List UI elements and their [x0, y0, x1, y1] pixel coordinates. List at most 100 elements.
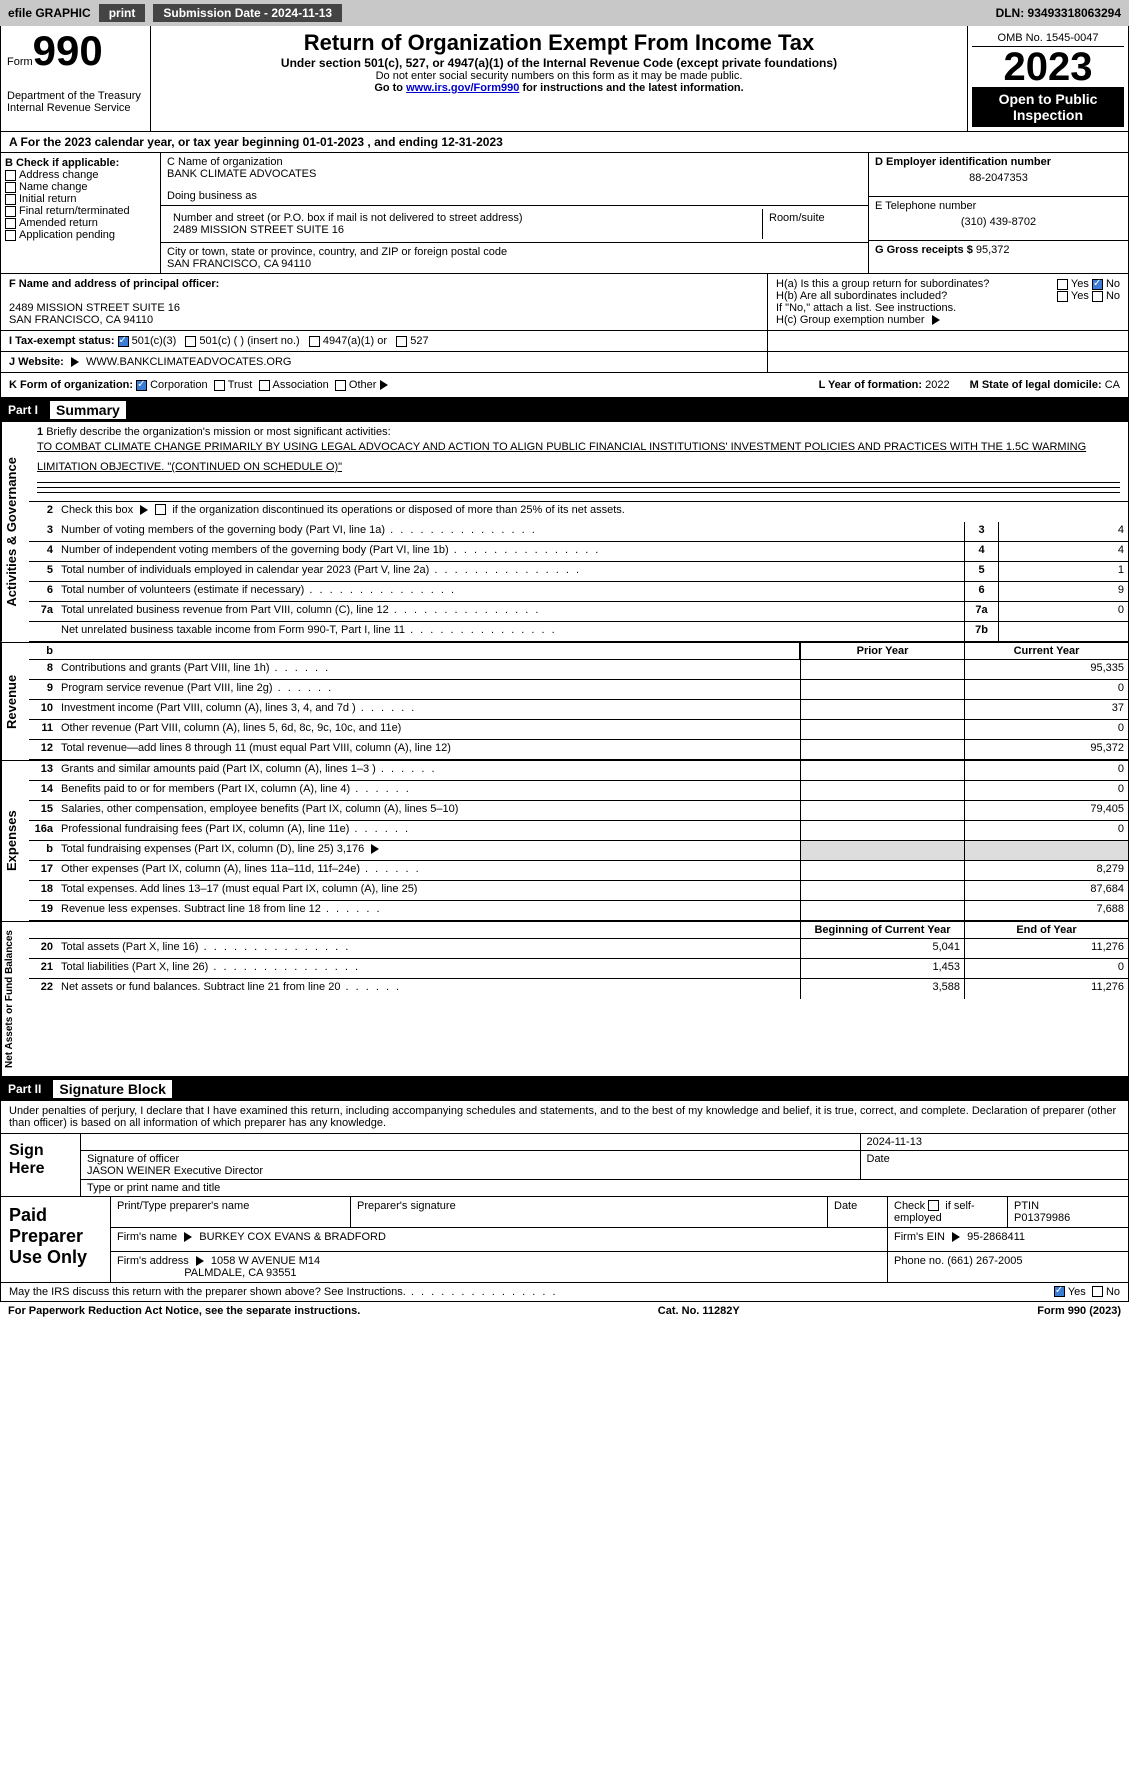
irs-link[interactable]: www.irs.gov/Form990: [406, 82, 519, 94]
opt-amended-return: Amended return: [19, 217, 98, 229]
opt-address-change: Address change: [19, 169, 99, 181]
sig-date-label: Date: [861, 1151, 1129, 1179]
sig-date: 2024-11-13: [861, 1134, 1129, 1150]
hb-no-checkbox[interactable]: [1092, 291, 1103, 302]
tax-year-end: 12-31-2023: [441, 135, 502, 149]
column-b: B Check if applicable: Address change Na…: [1, 153, 161, 273]
l12-text: Total revenue—add lines 8 through 11 (mu…: [57, 740, 800, 759]
firm-phone: (661) 267-2005: [947, 1255, 1022, 1267]
current-year-header: Current Year: [964, 643, 1128, 659]
i-4947-checkbox[interactable]: [309, 336, 320, 347]
checkbox-address-change[interactable]: [5, 170, 16, 181]
f-addr2: SAN FRANCISCO, CA 94110: [9, 314, 153, 326]
l7a-val: 0: [998, 602, 1128, 621]
l16b-text: Total fundraising expenses (Part IX, col…: [57, 841, 800, 860]
firm-addr-label: Firm's address: [117, 1255, 189, 1267]
l17-cur: 8,279: [964, 861, 1128, 880]
row-k-l-m: K Form of organization: Corporation Trus…: [0, 373, 1129, 398]
dept-label: Department of the Treasury: [7, 90, 144, 102]
arrow-icon: [952, 1232, 960, 1242]
l22-text: Net assets or fund balances. Subtract li…: [57, 979, 800, 999]
k-assoc-checkbox[interactable]: [259, 380, 270, 391]
ptin-value: P01379986: [1014, 1212, 1070, 1224]
i-501c-checkbox[interactable]: [185, 336, 196, 347]
paid-preparer-label: Paid Preparer Use Only: [1, 1197, 111, 1282]
phone-value: (310) 439-8702: [875, 216, 1122, 228]
netassets-header: Beginning of Current Year End of Year: [29, 922, 1128, 939]
opt-name-change: Name change: [19, 181, 88, 193]
cat-no: Cat. No. 11282Y: [658, 1305, 740, 1317]
hb-yes-checkbox[interactable]: [1057, 291, 1068, 302]
k-trust-checkbox[interactable]: [214, 380, 225, 391]
ha-yes-checkbox[interactable]: [1057, 279, 1068, 290]
m-label: M State of legal domicile:: [970, 379, 1102, 391]
l19-cur: 7,688: [964, 901, 1128, 920]
checkbox-amended-return[interactable]: [5, 218, 16, 229]
i-527-checkbox[interactable]: [396, 336, 407, 347]
part1-header: Part I Summary: [0, 398, 1129, 422]
prior-year-header: Prior Year: [800, 643, 964, 659]
firm-name: BURKEY COX EVANS & BRADFORD: [199, 1231, 386, 1243]
top-bar: efile GRAPHIC print Submission Date - 20…: [0, 0, 1129, 26]
k-corp-checkbox[interactable]: [136, 380, 147, 391]
section-f: F Name and address of principal officer:…: [1, 274, 768, 330]
l3-text: Number of voting members of the governin…: [57, 522, 964, 541]
ein-value: 88-2047353: [875, 172, 1122, 184]
firm-phone-label: Phone no.: [894, 1255, 944, 1267]
k-other-checkbox[interactable]: [335, 380, 346, 391]
checkbox-name-change[interactable]: [5, 182, 16, 193]
l7b-text: Net unrelated business taxable income fr…: [57, 622, 964, 641]
sig-intro: Under penalties of perjury, I declare th…: [0, 1101, 1129, 1134]
part1-expenses: Expenses 13Grants and similar amounts pa…: [0, 761, 1129, 922]
l1-text: TO COMBAT CLIMATE CHANGE PRIMARILY BY US…: [37, 441, 1086, 473]
ha-yes: Yes: [1071, 278, 1089, 290]
l18-text: Total expenses. Add lines 13–17 (must eq…: [57, 881, 800, 900]
l11-text: Other revenue (Part VIII, column (A), li…: [57, 720, 800, 739]
checkbox-final-return[interactable]: [5, 206, 16, 217]
l5-val: 1: [998, 562, 1128, 581]
goto-suffix: for instructions and the latest informat…: [519, 82, 743, 94]
footer-bottom: For Paperwork Reduction Act Notice, see …: [0, 1302, 1129, 1320]
sig-officer-label: Signature of officer: [87, 1153, 179, 1165]
discuss-yes-checkbox[interactable]: [1054, 1286, 1065, 1297]
firm-addr2: PALMDALE, CA 93551: [184, 1267, 296, 1279]
line-1: 1 Briefly describe the organization's mi…: [29, 422, 1128, 502]
l4-val: 4: [998, 542, 1128, 561]
efile-label: efile GRAPHIC: [8, 6, 91, 20]
part1-label: Part I: [8, 403, 38, 417]
gross-label: G Gross receipts $: [875, 244, 973, 256]
print-button[interactable]: print: [99, 4, 146, 22]
ha-no-checkbox[interactable]: [1092, 279, 1103, 290]
i-501c3: 501(c)(3): [132, 335, 177, 347]
i-501c3-checkbox[interactable]: [118, 336, 129, 347]
j-label: J Website:: [9, 356, 64, 368]
l20-end: 11,276: [964, 939, 1128, 958]
section-h: H(a) Is this a group return for subordin…: [768, 274, 1128, 330]
arrow-icon: [380, 380, 388, 390]
f-addr1: 2489 MISSION STREET SUITE 16: [9, 302, 180, 314]
ptin-label: PTIN: [1014, 1200, 1039, 1212]
l2-checkbox[interactable]: [155, 504, 166, 515]
b-title: B Check if applicable:: [5, 157, 119, 169]
tax-year-mid: , and ending: [367, 135, 441, 149]
row-j: J Website: WWW.BANKCLIMATEADVOCATES.ORG: [0, 352, 1129, 373]
side-expenses: Expenses: [1, 761, 29, 921]
phone-label: E Telephone number: [875, 200, 976, 212]
l8-text: Contributions and grants (Part VIII, lin…: [57, 660, 800, 679]
form-header: Form990 Department of the Treasury Inter…: [0, 26, 1129, 132]
self-employed-checkbox[interactable]: [928, 1200, 939, 1211]
column-c: C Name of organization BANK CLIMATE ADVO…: [161, 153, 868, 273]
street-label: Number and street (or P.O. box if mail i…: [173, 212, 523, 224]
goto-line: Go to www.irs.gov/Form990 for instructio…: [159, 82, 959, 94]
discuss-no-checkbox[interactable]: [1092, 1286, 1103, 1297]
checkbox-initial-return[interactable]: [5, 194, 16, 205]
checkbox-application-pending[interactable]: [5, 230, 16, 241]
l14-text: Benefits paid to or for members (Part IX…: [57, 781, 800, 800]
firm-ein: 95-2868411: [967, 1231, 1025, 1243]
city-block: City or town, state or province, country…: [161, 243, 868, 273]
l13-cur: 0: [964, 761, 1128, 780]
part1-revenue: Revenue b Prior Year Current Year 8Contr…: [0, 643, 1129, 761]
part2-title: Signature Block: [53, 1080, 172, 1098]
sig-name-label: Type or print name and title: [81, 1180, 1128, 1196]
form-number: 990: [33, 27, 103, 74]
